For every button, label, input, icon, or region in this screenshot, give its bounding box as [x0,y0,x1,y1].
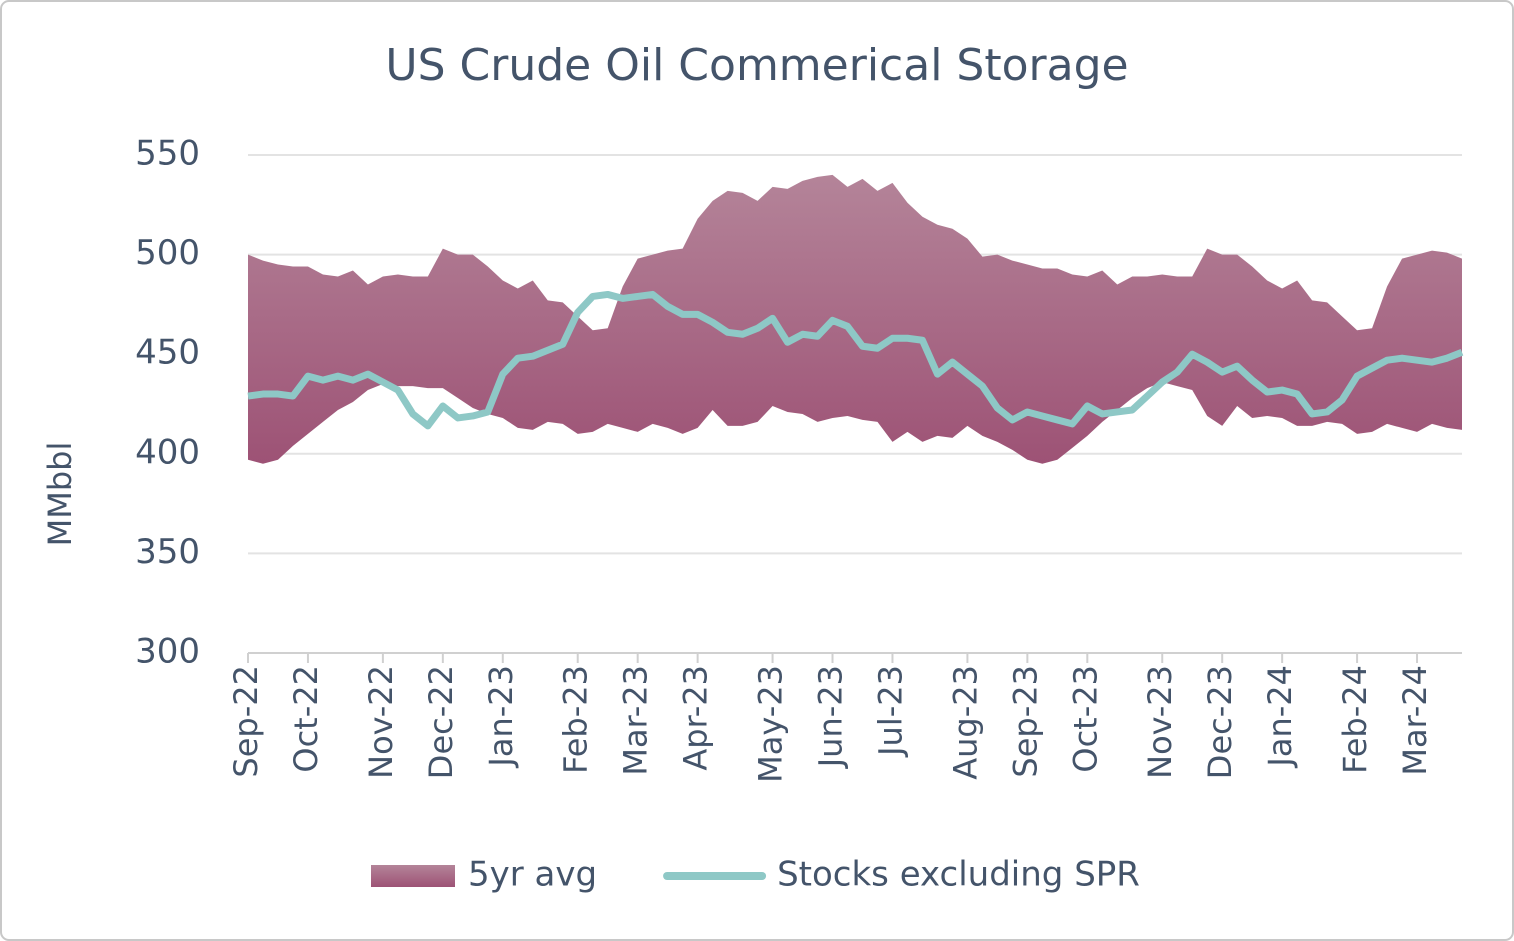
x-tick-label: Sep-22 [227,665,265,778]
x-tick-label: Aug-23 [946,665,984,780]
y-tick-label: 300 [135,632,200,672]
x-tick-label: Jun-23 [812,665,850,769]
x-tick-label: Dec-22 [422,665,460,779]
x-tick-label: Mar-24 [1396,665,1434,776]
x-tick-label: Jan-24 [1261,665,1299,769]
x-tick-label: Feb-23 [557,665,595,774]
y-tick-label: 400 [135,432,200,472]
legend-label: Stocks excluding SPR [777,855,1140,895]
y-tick-label: 450 [135,333,200,373]
x-tick-label: Nov-23 [1141,665,1179,779]
x-tick-label: Dec-23 [1201,665,1239,779]
band-area [248,174,1462,464]
chart-title: US Crude Oil Commerical Storage [385,40,1128,91]
legend-swatch [371,865,455,887]
x-tick-label: Oct-23 [1066,665,1104,773]
x-tick-label: Oct-22 [287,665,325,773]
x-tick-label: Jul-23 [871,665,909,758]
y-tick-label: 500 [135,233,200,273]
y-tick-label: 350 [135,532,200,572]
x-tick-label: Mar-23 [617,665,655,776]
legend-label: 5yr avg [468,855,597,895]
y-tick-label: 550 [135,134,200,174]
line [247,290,1464,430]
x-tick-label: May-23 [752,665,790,783]
x-tick-label: Sep-23 [1006,665,1044,778]
y-axis-label: MMbbl [41,442,79,547]
x-tick-label: Apr-23 [677,665,715,771]
x-tick-label: Nov-22 [362,665,400,779]
x-tick-label: Feb-24 [1336,665,1374,774]
x-tick-label: Jan-23 [482,665,520,769]
